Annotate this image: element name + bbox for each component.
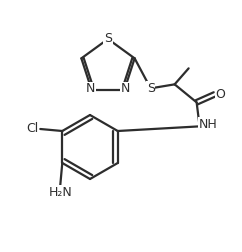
Text: N: N <box>121 82 130 95</box>
Text: O: O <box>216 88 226 101</box>
Text: S: S <box>104 33 112 46</box>
Text: N: N <box>86 82 95 95</box>
Text: Cl: Cl <box>26 122 38 136</box>
Text: H₂N: H₂N <box>48 185 72 199</box>
Text: S: S <box>147 82 155 95</box>
Text: NH: NH <box>198 118 217 131</box>
